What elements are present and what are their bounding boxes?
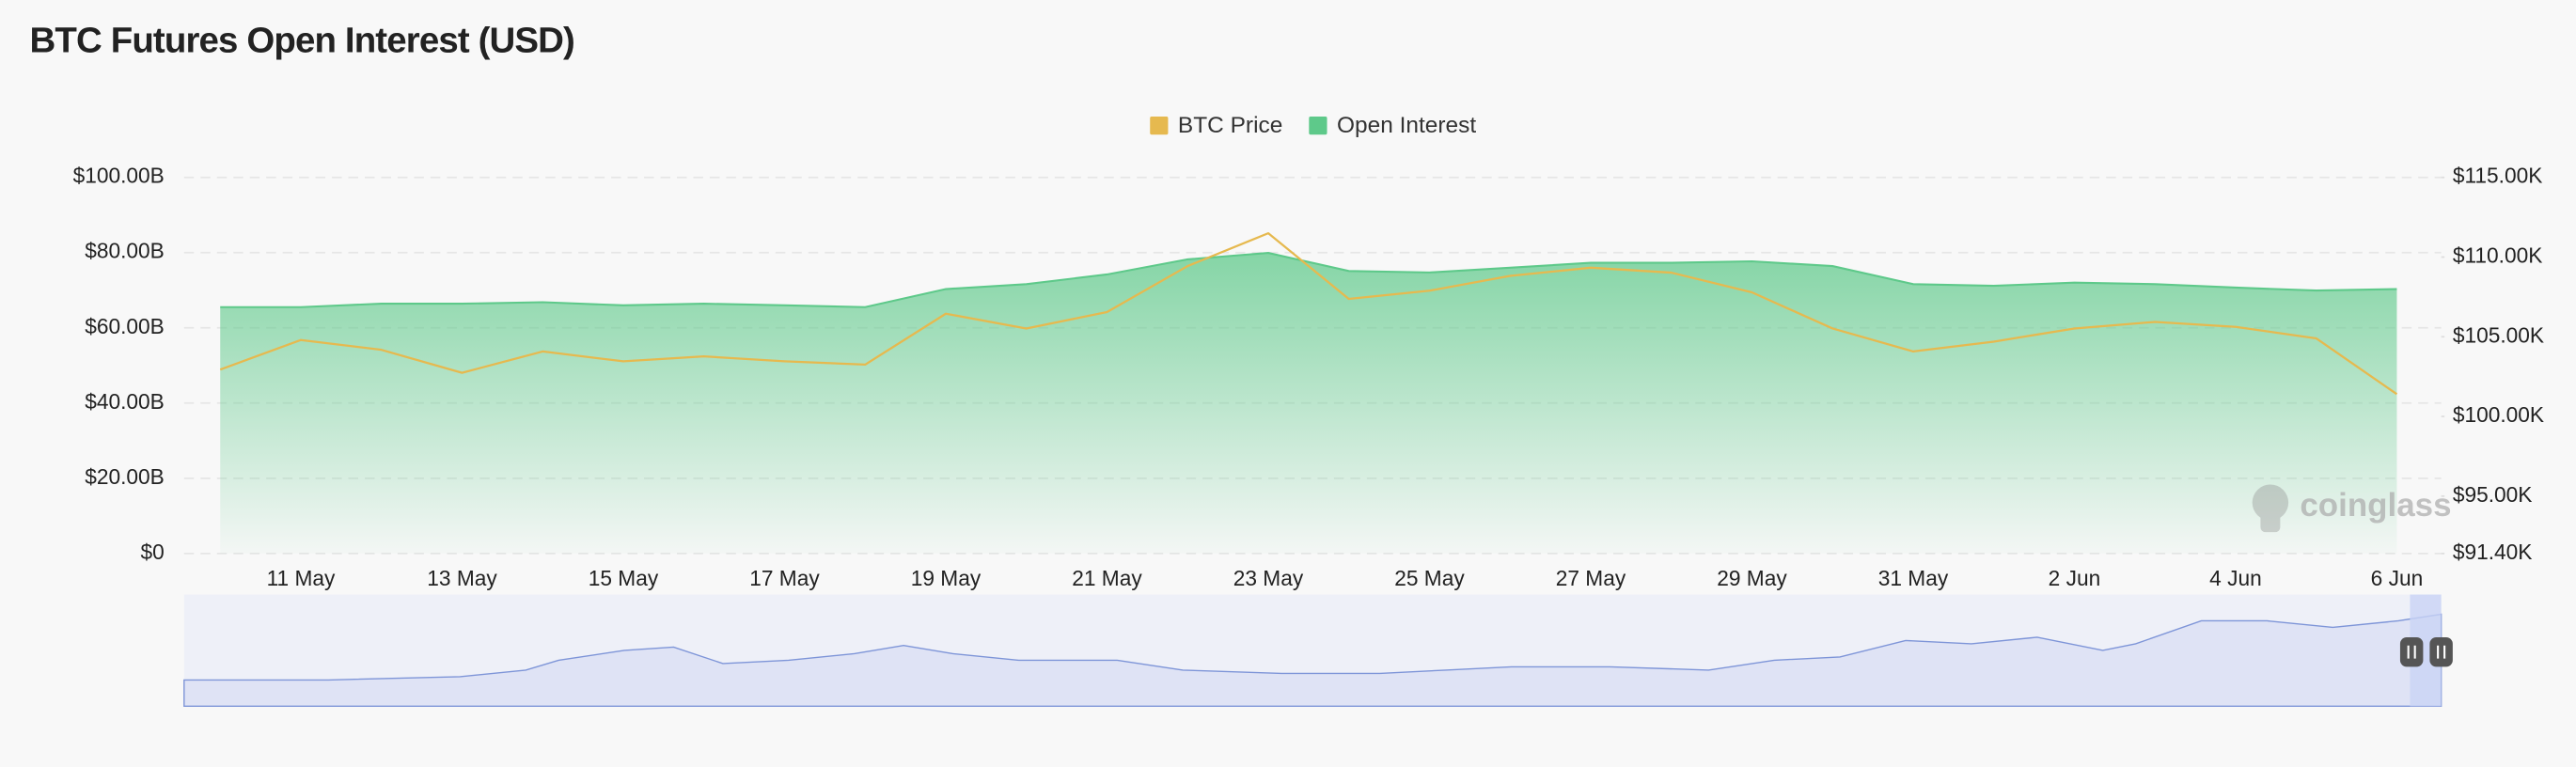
y-tick-label: $20.00B — [85, 464, 165, 489]
x-tick-label: 23 May — [1233, 566, 1304, 590]
y2-tick-label: $100.00K — [2453, 402, 2544, 427]
watermark-logo — [2252, 484, 2289, 533]
x-tick-label: 21 May — [1072, 566, 1142, 590]
y2-tick-label: $115.00K — [2453, 164, 2543, 188]
handle-grip — [2407, 645, 2446, 659]
navigator-series — [183, 613, 2442, 708]
x-tick-label: 4 Jun — [2209, 566, 2262, 590]
chart-title: BTC Futures Open Interest (USD) — [30, 21, 574, 61]
x-tick-label: 15 May — [589, 566, 659, 590]
legend-swatch — [1309, 117, 1327, 135]
y2-tick-label: $95.00K — [2453, 482, 2533, 507]
navigator-handle[interactable] — [2429, 636, 2453, 667]
y2-tick-label: $110.00K — [2453, 243, 2543, 267]
y-tick-label: $60.00B — [85, 314, 165, 338]
y-tick-label: $0 — [141, 540, 165, 564]
x-tick-label: 29 May — [1717, 566, 1787, 590]
x-tick-label: 25 May — [1394, 566, 1465, 590]
y2-tick-label: $105.00K — [2453, 322, 2544, 347]
legend-label: Open Interest — [1337, 113, 1476, 138]
legend-label: BTC Price — [1178, 113, 1282, 138]
x-tick-label: 6 Jun — [2371, 566, 2424, 590]
x-tick-label: 31 May — [1878, 566, 1949, 590]
watermark: coinglass — [2300, 487, 2451, 524]
x-tick-label: 19 May — [911, 566, 982, 590]
y2-tick-label: $91.40K — [2453, 540, 2533, 564]
area-edge — [220, 252, 2397, 308]
x-tick-label: 13 May — [427, 566, 497, 590]
y-tick-label: $100.00B — [73, 164, 165, 188]
area — [220, 253, 2397, 554]
line — [219, 231, 2398, 396]
x-tick-label: 27 May — [1556, 566, 1626, 590]
y-tick-label: $80.00B — [85, 239, 165, 263]
x-tick-label: 2 Jun — [2049, 566, 2101, 590]
navigator[interactable] — [183, 594, 2453, 708]
navigator-handle[interactable] — [2399, 636, 2424, 667]
x-tick-label: 17 May — [749, 566, 820, 590]
x-tick-label: 11 May — [267, 566, 336, 590]
legend-swatch — [1150, 117, 1169, 135]
y-tick-label: $40.00B — [85, 389, 165, 414]
